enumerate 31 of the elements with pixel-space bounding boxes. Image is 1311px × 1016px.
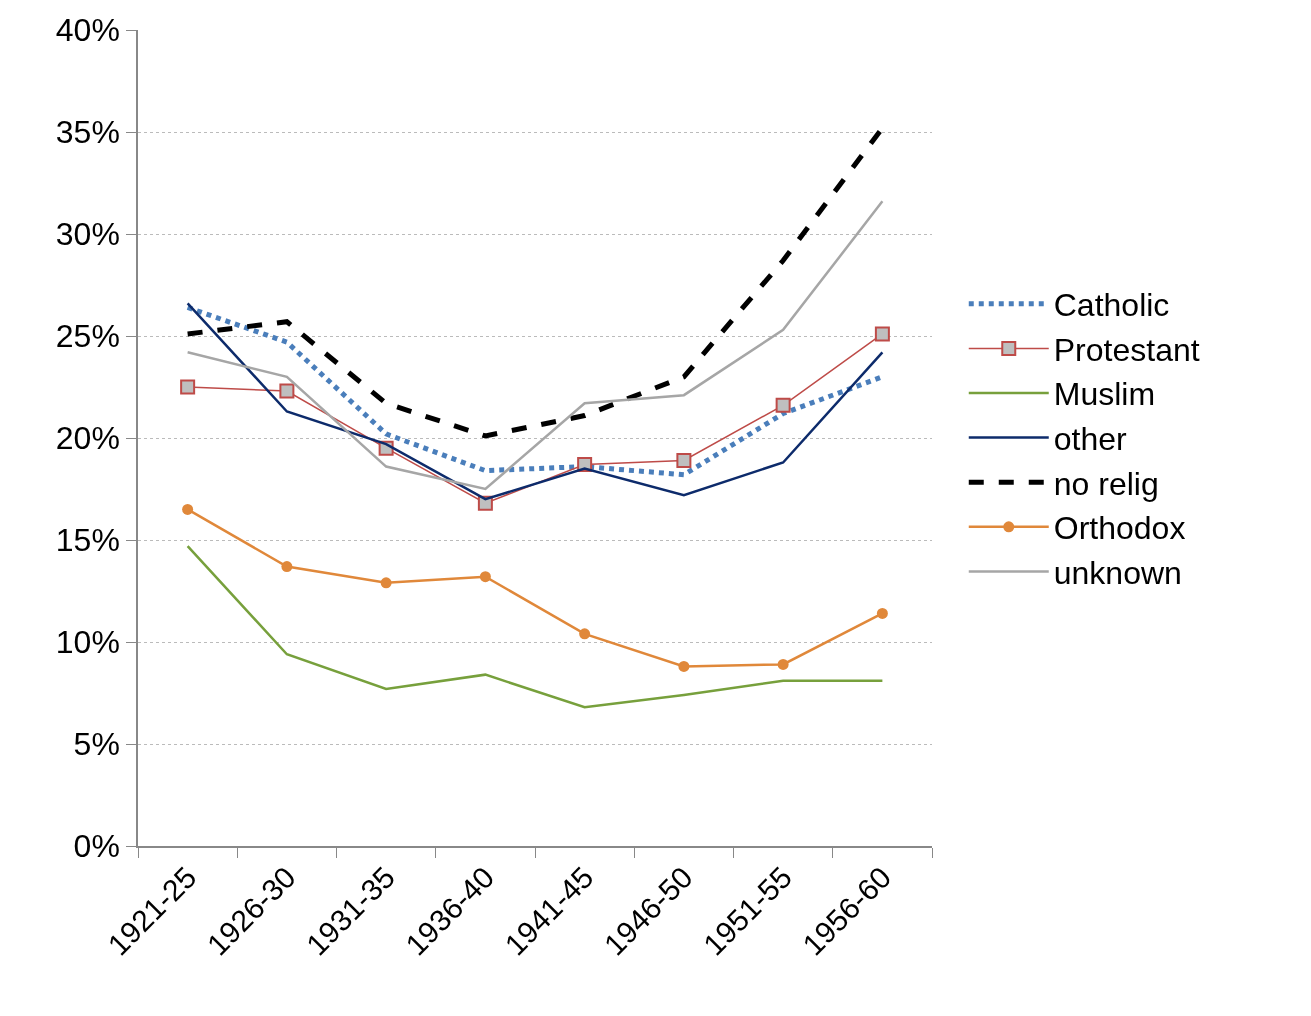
legend-label: other (1053, 421, 1128, 458)
y-tick-label: 10% (55, 624, 120, 661)
point (676, 452, 692, 468)
point (777, 658, 789, 670)
point (775, 397, 791, 413)
point (876, 607, 888, 619)
line-series (186, 200, 884, 491)
line-series (186, 544, 884, 709)
y-tick-label: 0% (73, 828, 120, 865)
y-tick-label: 20% (55, 420, 120, 457)
legend-label: Catholic (1053, 287, 1170, 324)
y-tick-label: 25% (55, 318, 120, 355)
y-tick-label: 35% (55, 114, 120, 151)
point (579, 628, 591, 640)
y-tick-label: 15% (55, 522, 120, 559)
point (874, 326, 890, 342)
legend-label: Protestant (1053, 331, 1200, 368)
point (380, 577, 392, 589)
legend-label: Muslim (1053, 376, 1156, 413)
point (182, 503, 194, 515)
y-tick-label: 30% (55, 216, 120, 253)
point (678, 660, 690, 672)
point (479, 571, 491, 583)
point (281, 561, 293, 573)
y-tick-label: 40% (55, 12, 120, 49)
legend-label: no relig (1053, 465, 1159, 502)
y-tick-label: 5% (73, 726, 120, 763)
legend-label: Orthodox (1053, 510, 1186, 547)
point (279, 383, 295, 399)
point (180, 379, 196, 395)
legend-label: unknown (1053, 554, 1182, 591)
